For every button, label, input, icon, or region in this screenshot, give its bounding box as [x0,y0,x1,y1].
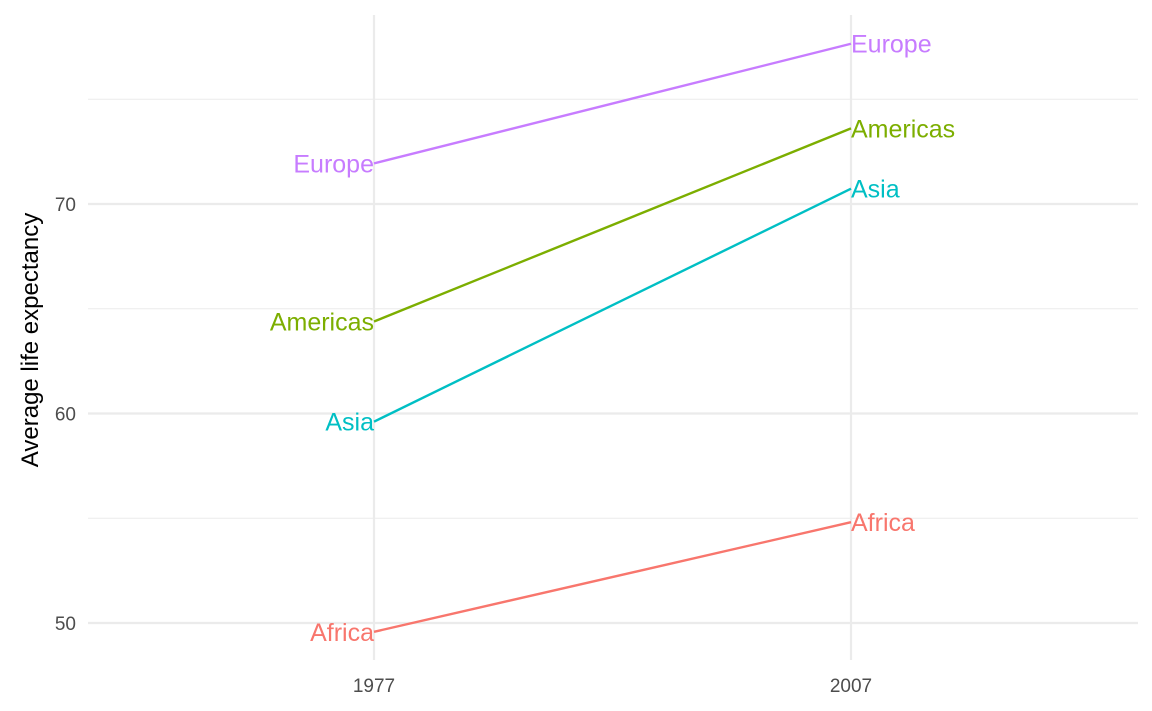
label-end-americas: Americas [851,115,955,143]
y-tick-label: 70 [55,195,76,216]
label-start-europe: Europe [293,150,374,178]
label-end-asia: Asia [851,176,900,204]
series-labels: Europe Europe Americas Americas Asia Asia Afri… [270,31,955,647]
gridlines [88,15,1138,660]
x-tick-label: 1977 [353,676,395,697]
x-axis-ticks: 1977 2007 [353,676,872,697]
series-line-africa [373,521,852,633]
y-axis-ticks: 50 60 70 [55,195,76,635]
label-start-africa: Africa [310,619,374,647]
label-start-americas: Americas [270,309,374,337]
label-end-europe: Europe [851,31,932,59]
label-start-asia: Asia [325,409,374,437]
series-line-europe [373,42,852,165]
x-tick-label: 2007 [830,676,872,697]
series-line-americas [373,127,852,323]
series-lines [373,42,852,633]
y-axis-title: Average life expectancy [17,213,44,467]
label-end-africa: Africa [851,509,915,537]
y-tick-label: 50 [55,614,76,635]
series-line-asia [373,187,852,423]
y-tick-label: 60 [55,405,76,426]
